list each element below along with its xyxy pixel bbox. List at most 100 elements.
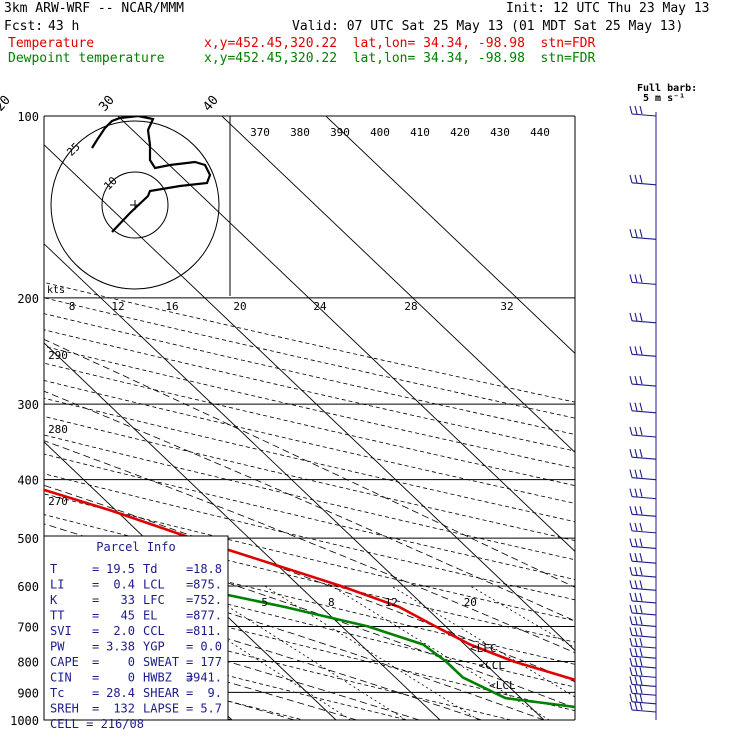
wind-barb-flag [629,685,633,694]
wind-barb-flag [634,667,638,676]
parcel-value: 0.4 [113,578,135,592]
hodograph-speed-label: 16 [165,300,178,313]
wind-barb [631,320,657,324]
hodograph-units: kts [47,285,65,296]
wind-barb [631,665,657,669]
dry-adiabat [44,329,575,452]
mixing-ratio-label: 5 [261,596,268,609]
wind-barb-flag [634,685,638,694]
wind-barb-flag [639,229,643,238]
wind-barb [631,709,657,713]
barb-legend-line1: Full barb: [637,83,698,94]
isotherm-line [325,116,575,354]
wind-barb-flag [634,469,638,478]
dewpoint-location: x,y=452.45,320.22 lat,lon= 34.34, -98.98… [204,51,596,66]
pressure-tick-label: 700 [17,620,39,634]
wind-barb-flag [629,592,633,602]
parcel-eq: = [186,702,193,716]
parcel-key: Td [143,562,157,576]
parcel-key: SWEAT [143,655,179,669]
parcel-key: LAPSE [143,702,179,716]
wind-barb [631,383,657,387]
wind-barb-flag [639,566,643,576]
pressure-tick-label: 1000 [10,714,39,728]
parcel-eq: = [186,655,193,669]
theta-e-label: 280 [48,423,68,436]
wind-barb [631,513,657,517]
wind-barb-flag [629,657,633,667]
chart-labels: 1002003004005006007008009001000-80-70-60… [0,93,550,728]
parcel-eq: = [92,562,99,576]
theta-label: 410 [410,126,430,139]
hodograph-speed-label: 20 [233,300,246,313]
wind-barb-flag [639,506,643,515]
wind-barb [631,655,657,659]
wind-barb-flag [639,469,643,478]
dry-adiabat [44,627,409,720]
hodograph-speed-label: 28 [404,300,417,313]
wind-barb-flag [634,616,638,625]
parcel-key: SREH [50,702,79,716]
wind-barb [631,236,657,240]
isotherm-line [44,243,545,720]
wind-barb-flag [634,676,638,685]
wind-barb-flag [639,701,643,711]
parcel-key: CIN [50,671,72,685]
theta-label: 420 [450,126,470,139]
theta-e-label: 270 [48,495,68,508]
parcel-eq: = [92,686,99,700]
wind-barb-flag [629,174,633,183]
wind-barb-flag [634,488,638,497]
parcel-value: 0 [128,655,135,669]
level-marker: <CCL [479,659,506,672]
theta-e-label: 290 [48,349,68,362]
theta-label: 370 [250,126,270,139]
parcel-eq: = [186,593,193,607]
wind-barb-flag [629,580,633,589]
wind-barb-flag [634,538,638,547]
wind-barb-flag [639,538,643,547]
theta-label: 390 [330,126,350,139]
dewpoint-profile [44,558,575,709]
theta-label: 380 [290,126,310,139]
wind-barb-flag [639,346,643,355]
wind-barb-flag [629,375,633,385]
hodograph-speed-label: 32 [500,300,513,313]
parcel-eq: = [186,562,193,576]
parcel-key: PW [50,640,65,654]
pressure-tick-label: 900 [17,686,39,700]
hodograph-ring-inner [101,171,169,239]
wind-barb [631,496,657,500]
valid-time: Valid: 07 UTC Sat 25 May 13 (01 MDT Sat … [292,19,684,34]
wind-barb [631,182,657,186]
pressure-tick-label: 500 [17,532,39,546]
parcel-info-panel [43,535,229,721]
wind-barb-flag [639,676,643,685]
hodograph-trace [91,116,212,233]
wind-barb-flag [629,522,633,532]
mixing-ratio-line [391,585,575,698]
wind-barb-flag [634,506,638,515]
wind-barb-flag [629,346,633,355]
level-marker: <LFC [470,642,497,655]
parcel-value: 3.38 [106,640,135,654]
wind-barb-flag [639,488,643,497]
wind-barb-flag [639,449,643,458]
parcel-eq: = [186,640,193,654]
wind-barb-flag [639,426,643,436]
parcel-value: 877. [193,609,222,623]
pressure-tick-label: 100 [17,110,39,124]
wind-barb [631,113,657,117]
parcel-key: LI [50,578,64,592]
wind-barb-flag [629,616,633,625]
wind-barb [631,353,657,357]
wind-barb-flag [634,229,638,238]
parcel-value: 19.5 [106,562,135,576]
theta-label: 440 [530,126,550,139]
wind-barb-flag [629,312,633,321]
wind-barb [631,674,657,678]
wind-barb-flag [629,506,633,515]
wind-barb-flag [639,604,643,614]
wind-barb-flag [629,553,633,562]
